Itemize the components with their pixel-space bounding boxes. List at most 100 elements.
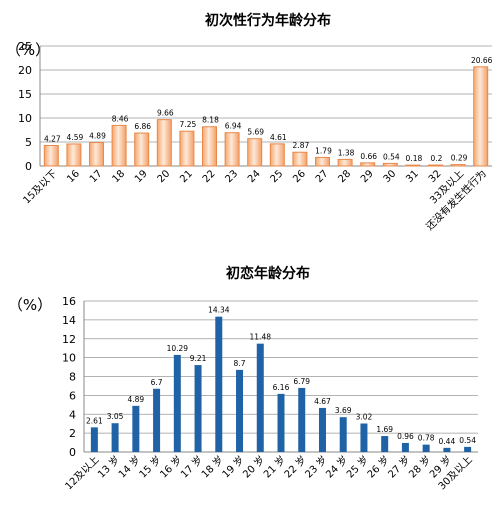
chart0-data-label: 4.89 bbox=[89, 132, 106, 141]
chart0-data-label: 8.46 bbox=[112, 114, 129, 123]
chart1-bar bbox=[401, 442, 409, 452]
chart1-bar bbox=[360, 423, 368, 452]
chart0-bar bbox=[224, 132, 240, 167]
chart1-data-label: 4.67 bbox=[314, 397, 331, 406]
chart1-data-label: 2.61 bbox=[86, 416, 103, 425]
chart0-category-label: 26 bbox=[291, 168, 308, 185]
chart1-category-label: 22 岁 bbox=[281, 453, 309, 481]
chart2-title: 初恋年龄分布 bbox=[226, 265, 310, 282]
chart0-data-label: 7.25 bbox=[180, 120, 197, 129]
chart1-bar bbox=[236, 369, 244, 452]
chart1-bar bbox=[422, 444, 430, 452]
chart1-data-label: 14.34 bbox=[208, 306, 230, 315]
chart0-data-label: 2.87 bbox=[293, 141, 310, 150]
chart0-bar bbox=[134, 132, 150, 167]
chart1-ytick-label: 4 bbox=[69, 408, 76, 421]
chart0-ytick-label: 20 bbox=[18, 64, 32, 77]
chart1-ytick-label: 0 bbox=[69, 446, 76, 459]
chart0-bar bbox=[382, 162, 398, 167]
chart0-data-label: 0.29 bbox=[451, 154, 468, 163]
chart0-bar bbox=[405, 164, 421, 167]
chart1-ytick-label: 6 bbox=[69, 389, 76, 402]
chart1-data-label: 6.7 bbox=[151, 378, 163, 387]
chart1-bar bbox=[381, 436, 389, 452]
chart1-ytick-label: 10 bbox=[62, 352, 76, 365]
chart1-data-label: 1.69 bbox=[376, 425, 393, 434]
chart1-category-label: 25 岁 bbox=[344, 453, 372, 481]
chart0-ytick-label: 0 bbox=[25, 160, 32, 173]
chart1-category-label: 27 岁 bbox=[385, 453, 413, 481]
chart1-ytick-label: 14 bbox=[62, 314, 76, 327]
chart0-data-label: 1.79 bbox=[315, 146, 332, 155]
chart1-data-label: 0.54 bbox=[459, 436, 476, 445]
chart0-bar bbox=[315, 156, 330, 167]
chart0-category-label: 27 bbox=[314, 168, 331, 185]
chart0-category-label: 20 bbox=[156, 168, 173, 185]
chart0-ytick-label: 5 bbox=[25, 136, 32, 149]
chart0-ytick-label: 10 bbox=[18, 112, 32, 125]
chart0-data-label: 4.59 bbox=[67, 133, 84, 142]
chart1-ytick-label: 16 bbox=[62, 295, 76, 308]
chart1-bar bbox=[298, 387, 306, 452]
chart1-ytick-label: 12 bbox=[62, 333, 76, 346]
chart1-category-label: 24 岁 bbox=[323, 453, 351, 481]
chart1-data-label: 10.29 bbox=[167, 344, 189, 353]
chart1-bar bbox=[132, 405, 140, 452]
chart0-data-label: 0.2 bbox=[431, 154, 443, 163]
chart1-category-label: 16 岁 bbox=[157, 453, 185, 481]
chart0-category-label: 28 bbox=[336, 168, 353, 185]
chart1-data-label: 3.05 bbox=[107, 412, 124, 421]
chart0-bar bbox=[292, 151, 308, 167]
chart0-bar bbox=[360, 162, 376, 167]
chart1-bar bbox=[318, 407, 326, 452]
chart0-data-label: 0.18 bbox=[406, 154, 423, 163]
chart1-category-label: 21 岁 bbox=[261, 453, 289, 481]
chart1-category-label: 18 岁 bbox=[198, 453, 226, 481]
chart0-category-label: 29 bbox=[359, 168, 376, 185]
chart1-bar bbox=[215, 316, 223, 452]
chart0-category-label: 25 bbox=[269, 168, 286, 185]
chart1-category-label: 20 岁 bbox=[240, 453, 268, 481]
chart1-category-label: 23 岁 bbox=[302, 453, 330, 481]
chart0-data-label: 4.61 bbox=[270, 133, 287, 142]
chart0-data-label: 8.18 bbox=[202, 116, 219, 125]
chart0-bar bbox=[473, 66, 489, 167]
chart0-data-label: 4.27 bbox=[44, 135, 61, 144]
chart1-data-label: 4.89 bbox=[127, 395, 144, 404]
chart0-category-label: 18 bbox=[110, 168, 127, 185]
chart0-category-label: 21 bbox=[178, 168, 195, 185]
chart1-category-label: 19 岁 bbox=[219, 453, 247, 481]
chart1-data-label: 9.21 bbox=[190, 354, 207, 363]
chart1-data-label: 6.16 bbox=[273, 383, 290, 392]
chart0-data-label: 6.94 bbox=[225, 122, 242, 131]
chart0-bar bbox=[89, 142, 104, 167]
chart0-ytick-label: 15 bbox=[18, 88, 32, 101]
chart0-bar bbox=[111, 124, 127, 167]
chart1-bar bbox=[111, 423, 119, 452]
chart2-ylabel: （%） bbox=[8, 296, 52, 314]
chart1-bar bbox=[277, 393, 285, 452]
chart1-data-label: 8.7 bbox=[234, 359, 246, 368]
chart0-category-label: 15及以下 bbox=[21, 168, 60, 207]
chart0-bar bbox=[247, 138, 263, 167]
chart0-category-label: 22 bbox=[201, 168, 218, 185]
chart1-category-label: 26 岁 bbox=[364, 453, 392, 481]
chart0-ytick-label: 25 bbox=[18, 40, 32, 53]
chart0-category-label: 31 bbox=[404, 168, 421, 185]
chart0-bar bbox=[156, 119, 172, 167]
chart0-category-label: 16 bbox=[65, 168, 82, 185]
chart0-bar bbox=[43, 145, 59, 167]
chart0-data-label: 9.66 bbox=[157, 109, 174, 118]
chart1-ylabel: （%） bbox=[6, 41, 50, 59]
chart1-data-label: 6.79 bbox=[293, 377, 310, 386]
chart0-category-label: 23 bbox=[223, 168, 240, 185]
chart0-bar bbox=[179, 130, 195, 167]
chart0-bar bbox=[269, 143, 285, 167]
chart1-bar bbox=[90, 427, 98, 452]
chart0-category-label: 19 bbox=[133, 168, 150, 185]
chart1-bar bbox=[339, 417, 347, 452]
chart1-data-label: 3.02 bbox=[356, 412, 373, 421]
chart0-data-label: 0.54 bbox=[383, 152, 400, 161]
